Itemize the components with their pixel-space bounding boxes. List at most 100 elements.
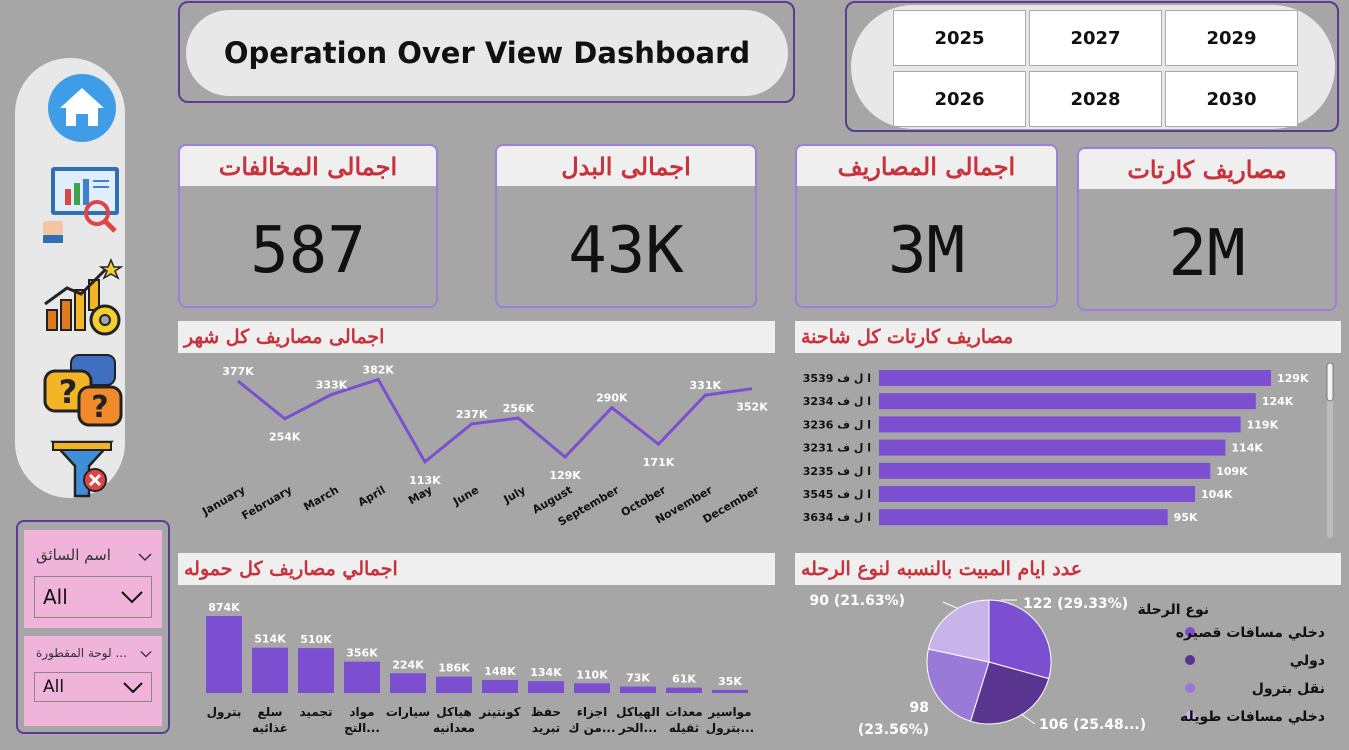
bar [879, 393, 1256, 410]
bar [879, 509, 1168, 526]
trailer-slicer-label: لوحة المقطورة ... [36, 646, 127, 660]
driver-dropdown-value: All [43, 585, 68, 609]
y-tick-label: ا ل ف 3234 [803, 395, 871, 408]
driver-slicer-label: اسم السائق [36, 546, 111, 564]
data-label: (23.56%) [858, 722, 929, 738]
scrollbar-thumb[interactable] [1326, 362, 1334, 402]
overnight-days-pie-chart: 122 (29.33%) 106 (25.48...) 98 (23.56%) 90 (… [810, 593, 1325, 738]
bar [620, 686, 656, 693]
truck-card-expenses-bar-chart: ا ل ف 3539 129K ا ل ف 3234 124K ا ل ف 3236 11… [803, 362, 1334, 538]
x-tick-label: التج... [344, 721, 380, 735]
kpi-card-expenses: اجمالى المصاريف 3M [795, 144, 1058, 308]
kpi-value: 2M [1168, 217, 1246, 291]
kpi-label: اجمالى البدل [497, 146, 755, 186]
data-label: 237K [456, 408, 488, 421]
scrollbar-track[interactable] [1327, 362, 1333, 538]
data-label: 124K [1262, 395, 1294, 408]
data-label: 61K [672, 673, 696, 686]
bar [206, 616, 242, 693]
year-button[interactable]: 2030 [1165, 71, 1298, 127]
kpi-label: اجمالى المخالفات [180, 146, 436, 186]
data-label: 352K [736, 401, 768, 414]
clear-filter-icon[interactable] [39, 434, 125, 506]
line-series [237, 377, 753, 465]
title-container: Operation Over View Dashboard [178, 1, 795, 103]
data-label: 110K [576, 668, 608, 681]
data-label: 148K [484, 665, 516, 678]
chevron-down-icon [121, 591, 143, 604]
data-label: 254K [269, 431, 301, 444]
legend-marker [1185, 683, 1195, 693]
x-tick-label: July [501, 483, 528, 506]
kpi-label: اجمالى المصاريف [797, 146, 1056, 186]
y-tick-label: ا ل ف 3634 [803, 511, 871, 524]
legend-entry[interactable]: نقل بترول [1252, 681, 1325, 697]
data-label: 331K [690, 379, 722, 392]
y-tick-label: ا ل ف 3235 [803, 465, 871, 478]
pie-slice [969, 661, 1050, 725]
x-tick-label: June [450, 483, 481, 508]
bar [879, 462, 1211, 479]
legend-title: نوع الرحلة [1137, 602, 1209, 618]
x-tick-label: معدانيه [433, 721, 475, 735]
data-label: 106 (25.48...) [1039, 717, 1146, 733]
vbar-chart-title: اجمالي مصاريف كل حموله [178, 553, 775, 585]
legend-marker [1185, 655, 1195, 665]
x-tick-label: مواسير [707, 705, 751, 720]
x-tick-label: سيارات [386, 705, 430, 719]
data-label: 104K [1201, 488, 1233, 501]
data-label: 122 (29.33%) [1023, 596, 1128, 612]
pie-slice [927, 599, 990, 663]
year-button[interactable]: 2026 [893, 71, 1026, 127]
legend-entry[interactable]: دخلي مسافات قصيره [1176, 625, 1325, 641]
data-label: 514K [254, 633, 286, 646]
bar [436, 676, 472, 693]
driver-slicer: اسم السائق All [24, 530, 162, 628]
bar [879, 370, 1271, 386]
x-tick-label: ثقيله [669, 721, 699, 735]
bar [712, 689, 748, 693]
report-icon[interactable] [39, 167, 125, 243]
home-icon[interactable] [39, 72, 125, 144]
x-tick-label: May [406, 483, 434, 507]
chevron-down-icon[interactable] [140, 648, 152, 660]
driver-dropdown[interactable]: All [34, 576, 152, 618]
year-button[interactable]: 2029 [1165, 10, 1298, 66]
pie-slice [988, 599, 1052, 680]
year-button[interactable]: 2028 [1029, 71, 1162, 127]
y-tick-label: ا ل ف 3545 [803, 488, 871, 501]
leader-line [1020, 713, 1036, 725]
data-label: 377K [222, 365, 254, 378]
data-label: 119K [1247, 418, 1279, 431]
chevron-down-icon[interactable] [138, 550, 152, 564]
data-label: 129K [1277, 372, 1309, 385]
page-title: Operation Over View Dashboard [186, 10, 788, 96]
kpi-card-violations: اجمالى المخالفات 587 [178, 144, 438, 308]
growth-chart-icon[interactable] [39, 258, 125, 336]
trailer-dropdown[interactable]: All [34, 672, 152, 702]
legend-entry[interactable]: دخلي مسافات طويله [1180, 709, 1325, 725]
data-label: 98 [910, 700, 929, 716]
bar [879, 416, 1241, 433]
bar [298, 648, 334, 693]
x-tick-label: الهياكل [616, 705, 660, 719]
data-label: 129K [549, 469, 581, 482]
x-tick-label: تجميد [299, 705, 332, 719]
bar [482, 679, 518, 693]
svg-text:?: ? [59, 373, 78, 411]
kpi-card-card-expenses: مصاريف كارتات 2M [1077, 147, 1337, 311]
y-tick-label: ا ل ف 3231 [803, 442, 871, 455]
year-button[interactable]: 2025 [893, 10, 1026, 66]
data-label: 382K [362, 364, 394, 377]
y-tick-label: ا ل ف 3236 [803, 418, 871, 431]
chevron-down-icon [123, 682, 143, 693]
x-tick-label: اجزاء [577, 705, 607, 719]
x-tick-label: كونتينر [478, 705, 520, 720]
help-chat-icon[interactable]: ? ? [39, 354, 125, 430]
data-label: 290K [596, 392, 628, 405]
pie-slice [926, 648, 990, 722]
cargo-expenses-bar-chart: 874Kبترول514Kسلعغذائيه510Kتجميد356Kموادا… [206, 601, 754, 736]
legend-entry[interactable]: دولي [1290, 653, 1325, 669]
x-tick-label: معدات [665, 705, 702, 719]
year-button[interactable]: 2027 [1029, 10, 1162, 66]
